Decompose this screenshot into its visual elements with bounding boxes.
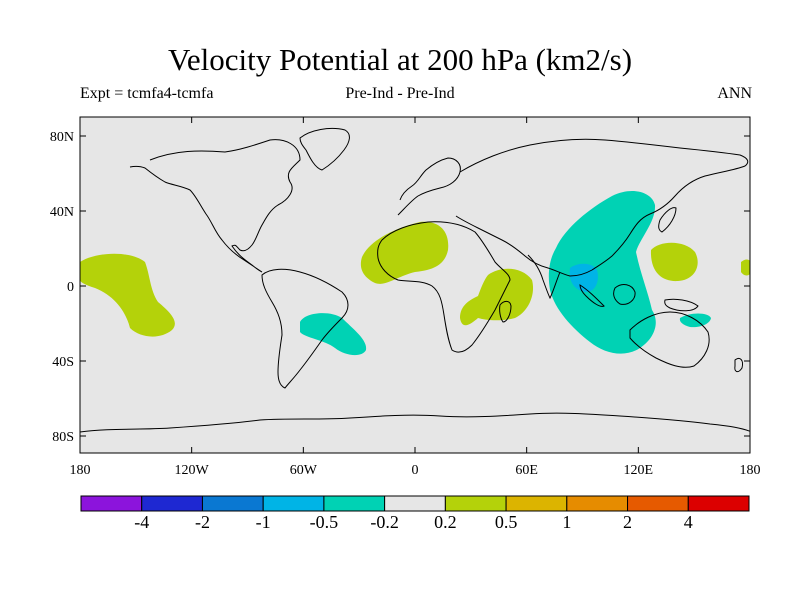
coast-new-guinea bbox=[664, 298, 699, 312]
colorbar-label: 0.2 bbox=[434, 512, 457, 532]
colorbar-swatch bbox=[566, 495, 629, 512]
colorbar-swatch bbox=[262, 495, 325, 512]
season-label: ANN bbox=[717, 85, 752, 102]
colorbar-label: 4 bbox=[684, 512, 693, 532]
lat-tick-label: 0 bbox=[67, 280, 74, 295]
coast-south-america bbox=[261, 268, 349, 389]
colorbar-label: 1 bbox=[562, 512, 571, 532]
colorbar-label: 2 bbox=[623, 512, 632, 532]
positive-anomaly-dateline bbox=[741, 259, 750, 276]
colorbar-label: -0.2 bbox=[370, 512, 399, 532]
coast-india bbox=[527, 254, 561, 300]
coast-greenland bbox=[299, 127, 350, 171]
negative-anomaly-south-america bbox=[300, 313, 367, 356]
lon-tick-label: 60E bbox=[515, 463, 538, 478]
coast-antarctica bbox=[80, 412, 750, 433]
colorbar-swatch bbox=[80, 495, 143, 512]
colorbar-label: -2 bbox=[195, 512, 210, 532]
negative-anomaly-new-guinea bbox=[679, 313, 711, 328]
colorbar-swatch bbox=[323, 495, 386, 512]
coast-africa bbox=[377, 221, 511, 353]
positive-anomaly-central-pacific bbox=[80, 253, 175, 337]
colorbar-label: -0.5 bbox=[310, 512, 339, 532]
map-title: Velocity Potential at 200 hPa (km2/s) bbox=[167, 42, 633, 77]
coast-sumatra bbox=[579, 284, 605, 307]
lat-tick-label: 40S bbox=[52, 355, 74, 370]
colorbar-label: -1 bbox=[256, 512, 271, 532]
colorbar-swatch bbox=[505, 495, 568, 512]
colorbar-swatch bbox=[141, 495, 203, 512]
lat-tick-label: 80N bbox=[50, 130, 74, 145]
positive-anomaly-east-africa bbox=[460, 268, 534, 326]
coast-north-america bbox=[129, 139, 301, 273]
lon-tick-label: 180 bbox=[740, 463, 761, 478]
colorbar-swatch bbox=[384, 495, 446, 512]
coastlines bbox=[80, 127, 750, 433]
colorbar-swatch bbox=[444, 495, 507, 512]
coast-europe bbox=[397, 157, 461, 216]
negative-anomaly-maritime-continent bbox=[548, 190, 656, 354]
plot-area bbox=[80, 117, 750, 453]
lon-tick-label: 0 bbox=[412, 463, 419, 478]
colorbar-swatch bbox=[687, 495, 750, 512]
case-label: Pre-Ind - Pre-Ind bbox=[345, 85, 455, 102]
colorbar-swatch bbox=[627, 495, 689, 512]
lon-tick-label: 180 bbox=[70, 463, 91, 478]
lon-tick-label: 120E bbox=[624, 463, 654, 478]
experiment-label: Expt = tcmfa4-tcmfa bbox=[80, 85, 214, 102]
colorbar: -4 -2 -1 -0.5 -0.2 0.2 0.5 1 2 4 bbox=[80, 495, 750, 532]
colorbar-swatch bbox=[201, 495, 264, 512]
latitude-axis: 80N 40N 0 40S 80S bbox=[50, 130, 750, 445]
coast-asia bbox=[455, 138, 749, 277]
positive-anomaly-west-pacific bbox=[650, 242, 698, 282]
coast-borneo bbox=[613, 284, 636, 305]
lon-tick-label: 120W bbox=[175, 463, 210, 478]
colorbar-label: 0.5 bbox=[495, 512, 518, 532]
coast-madagascar bbox=[499, 300, 512, 323]
coast-japan bbox=[658, 207, 677, 233]
lat-tick-label: 80S bbox=[52, 430, 74, 445]
colorbar-label: -4 bbox=[134, 512, 149, 532]
longitude-axis: 180 120W 60W 0 60E 120E 180 bbox=[70, 117, 761, 478]
coast-new-zealand bbox=[734, 357, 743, 373]
lon-tick-label: 60W bbox=[290, 463, 318, 478]
coast-australia bbox=[629, 311, 710, 368]
lat-tick-label: 40N bbox=[50, 205, 74, 220]
